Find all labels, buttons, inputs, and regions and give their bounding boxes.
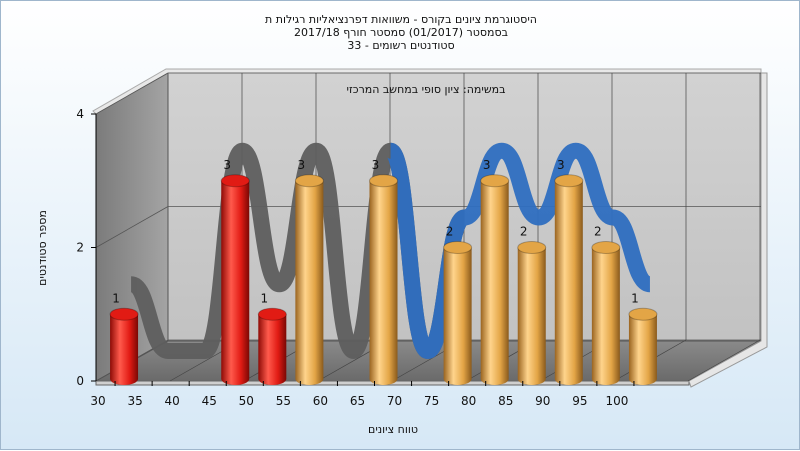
bar-cylinder: [554, 180, 583, 385]
bar-series: 1 3 1 3 3 2 3 2 3 2 1: [109, 158, 658, 385]
x-tick-label: 70: [387, 394, 402, 408]
bar-value-label: 3: [483, 158, 491, 172]
bar-top: [591, 241, 621, 254]
bar-value-label: 1: [260, 291, 268, 305]
x-tick-label: 45: [202, 394, 217, 408]
bar-cylinder: [591, 247, 620, 385]
x-tick-label: 100: [605, 394, 628, 408]
bar-top: [443, 241, 473, 254]
bar-value-label: 3: [298, 158, 306, 172]
gridline-floor: [687, 339, 761, 382]
bar-value-label: 2: [594, 225, 602, 239]
x-tick-label: 35: [127, 394, 142, 408]
bar-cylinder: [628, 314, 657, 385]
registered-students: סטודנטים רשומים - 33: [347, 39, 455, 52]
y-tick-label: 0: [76, 374, 84, 388]
x-tick-label: 90: [535, 394, 550, 408]
bar-value-label: 3: [557, 158, 565, 172]
bar-top: [554, 174, 584, 188]
y-tick-label: 2: [76, 241, 84, 255]
bar-top: [517, 241, 547, 254]
x-tick-label: 50: [239, 394, 254, 408]
x-tick-label: 60: [313, 394, 328, 408]
ribbon-series: [128, 142, 653, 359]
bar-cylinder: [517, 247, 546, 385]
bar-cylinder: [369, 180, 398, 385]
x-tick-label: 80: [461, 394, 476, 408]
bar-value-label: 1: [631, 291, 639, 305]
x-axis-label: טווח ציונים: [368, 423, 418, 436]
bar-cylinder: [480, 180, 509, 385]
chart-title: היסטוגרמת ציונים בקורס - משוואות דפרנציא…: [265, 13, 537, 26]
gridline-left: [95, 72, 169, 115]
bar-cylinder: [221, 180, 250, 385]
bar-cylinder: [110, 314, 139, 385]
bar-value-label: 3: [223, 158, 231, 172]
x-tick-label: 75: [424, 394, 439, 408]
right-bevel: [688, 72, 768, 388]
axes: 0 2 4 30 35 40 45 50 55 60 65 70 75 80 85 90 95 100: [76, 107, 635, 408]
bar-top: [220, 174, 250, 188]
bar-value-label: 3: [372, 158, 380, 172]
bar-cylinder: [443, 247, 472, 385]
bar-top: [257, 307, 287, 321]
bar-top: [294, 174, 324, 188]
x-tick-label: 85: [498, 394, 513, 408]
chart-annotation: במשימה: ציון סופי במחשב המרכזי: [346, 83, 505, 96]
bar-top: [480, 174, 510, 188]
x-tick-label: 55: [276, 394, 291, 408]
x-tick-label: 95: [572, 394, 587, 408]
bar-cylinder: [258, 314, 287, 385]
x-tick-label: 40: [165, 394, 180, 408]
x-tick-label: 65: [350, 394, 365, 408]
gridline-left: [95, 206, 169, 248]
y-axis-label: מספר סטודנטים: [36, 210, 49, 286]
bar-top: [369, 174, 398, 188]
chart-subtitle: בסמסטר (01/2017) סמסטר חורף 2017/18: [294, 26, 508, 39]
bar-cylinder: [295, 180, 324, 385]
x-tick-label: 30: [90, 394, 105, 408]
ribbon-blue: [385, 142, 653, 359]
bar-top: [628, 307, 658, 321]
bar-value-label: 1: [112, 291, 120, 305]
bar-value-label: 2: [446, 225, 454, 239]
bar-top: [109, 307, 139, 321]
y-tick-label: 4: [76, 107, 84, 121]
bar-value-label: 2: [520, 225, 528, 239]
